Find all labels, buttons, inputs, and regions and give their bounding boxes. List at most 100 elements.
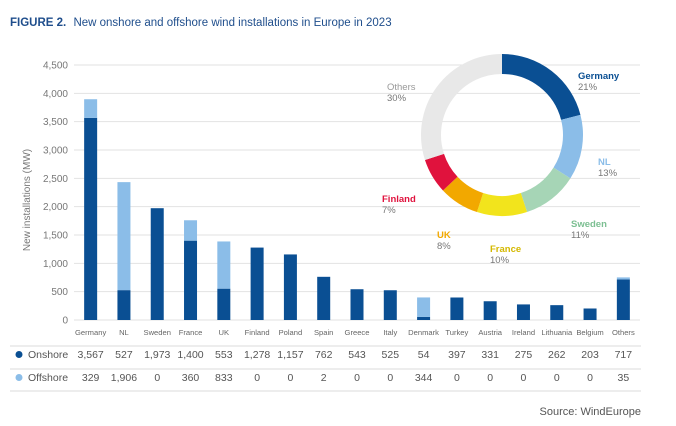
table-cell: 54 bbox=[418, 349, 430, 361]
x-axis-categories: Germany NL Sweden France UK Finland Poland Spai… bbox=[75, 328, 635, 337]
table-cell: 0 bbox=[387, 372, 393, 384]
table-cell: 35 bbox=[618, 372, 630, 384]
y-tick-label: 3,500 bbox=[43, 117, 68, 128]
table-cell: 1,906 bbox=[111, 372, 137, 384]
bar-onshore-spain bbox=[317, 276, 331, 320]
table-cell: 331 bbox=[481, 349, 499, 361]
donut-value-sweden: 11% bbox=[571, 230, 590, 241]
x-tick-label: Turkey bbox=[445, 328, 468, 337]
bar-onshore-others bbox=[616, 279, 630, 320]
donut-value-finland: 7% bbox=[382, 205, 396, 216]
table-cell: 0 bbox=[554, 372, 560, 384]
y-tick-label: 4,000 bbox=[43, 89, 68, 100]
x-tick-label: Austria bbox=[478, 328, 502, 337]
table-cell: 0 bbox=[154, 372, 160, 384]
figure-label: FIGURE 2. bbox=[10, 17, 67, 29]
y-tick-label: 2,000 bbox=[43, 202, 68, 213]
y-tick-label: 3,000 bbox=[43, 146, 68, 157]
table-cell: 0 bbox=[487, 372, 493, 384]
table-cell: 717 bbox=[615, 349, 633, 361]
table-cell: 1,278 bbox=[244, 349, 270, 361]
donut-label-sweden: Sweden bbox=[571, 219, 607, 230]
table-cell: 203 bbox=[581, 349, 599, 361]
table-cell: 360 bbox=[182, 372, 200, 384]
bar-onshore-poland bbox=[283, 254, 297, 320]
table-cell: 0 bbox=[354, 372, 360, 384]
x-tick-label: Ireland bbox=[512, 328, 535, 337]
donut-value-others: 30% bbox=[387, 93, 407, 104]
table-cell: 1,157 bbox=[277, 349, 303, 361]
bar-offshore-germany bbox=[84, 99, 98, 118]
bar-onshore-turkey bbox=[450, 297, 464, 320]
table-cell: 397 bbox=[448, 349, 466, 361]
y-tick-label: 4,500 bbox=[43, 61, 68, 72]
x-tick-label: Greece bbox=[345, 328, 370, 337]
x-tick-label: Spain bbox=[314, 328, 333, 337]
donut-label-finland: Finland bbox=[382, 194, 416, 205]
table-cell: 3,567 bbox=[78, 349, 104, 361]
y-axis: 0 500 1,000 1,500 2,000 2,500 3,000 3,500 4,000 4… bbox=[43, 61, 68, 327]
donut-slice-nl bbox=[553, 114, 583, 179]
x-tick-label: UK bbox=[219, 328, 230, 337]
source-note: Source: WindEurope bbox=[540, 406, 642, 418]
bar-onshore-denmark bbox=[417, 316, 431, 320]
donut-value-france: 10% bbox=[490, 255, 510, 266]
table-cell: 0 bbox=[587, 372, 593, 384]
legend-label-onshore: Onshore bbox=[28, 349, 68, 361]
table-cell: 527 bbox=[115, 349, 133, 361]
table-cell: 543 bbox=[348, 349, 366, 361]
bar-offshore-uk bbox=[217, 241, 231, 289]
bar-series bbox=[84, 99, 630, 321]
donut-slice-germany bbox=[501, 54, 581, 121]
bar-offshore-nl bbox=[117, 182, 131, 291]
table-cell: 275 bbox=[515, 349, 533, 361]
figure-title-text: New onshore and offshore wind installati… bbox=[73, 17, 392, 29]
donut-slice-others bbox=[421, 54, 503, 161]
table-cell: 329 bbox=[82, 372, 100, 384]
x-tick-label: Germany bbox=[75, 328, 106, 337]
bar-offshore-denmark bbox=[417, 297, 431, 317]
donut-value-nl: 13% bbox=[598, 168, 618, 179]
table-cell: 262 bbox=[548, 349, 566, 361]
bar-onshore-austria bbox=[483, 301, 497, 320]
table-cell: 0 bbox=[287, 372, 293, 384]
bar-onshore-nl bbox=[117, 290, 131, 320]
bar-offshore-others bbox=[616, 277, 630, 280]
table-cell: 1,400 bbox=[177, 349, 203, 361]
bar-onshore-belgium bbox=[583, 308, 597, 320]
x-tick-label: Denmark bbox=[408, 328, 439, 337]
donut-slice-france bbox=[476, 192, 528, 216]
bar-onshore-france bbox=[184, 240, 198, 320]
table-cell: 1,973 bbox=[144, 349, 170, 361]
bar-onshore-lithuania bbox=[550, 305, 564, 320]
x-tick-label: Finland bbox=[245, 328, 270, 337]
donut-label-germany: Germany bbox=[578, 71, 620, 82]
bar-onshore-germany bbox=[84, 117, 98, 321]
x-tick-label: Italy bbox=[383, 328, 397, 337]
x-tick-label: NL bbox=[119, 328, 129, 337]
bar-onshore-italy bbox=[383, 290, 397, 320]
table-cell: 0 bbox=[254, 372, 260, 384]
x-tick-label: Sweden bbox=[144, 328, 171, 337]
bar-onshore-sweden bbox=[150, 208, 164, 320]
y-tick-label: 1,000 bbox=[43, 259, 68, 270]
y-tick-label: 0 bbox=[62, 316, 68, 327]
legend-label-offshore: Offshore bbox=[28, 372, 68, 384]
legend-marker-offshore bbox=[15, 374, 23, 381]
figure-title: FIGURE 2. New onshore and offshore wind … bbox=[10, 17, 392, 29]
donut-slice-sweden bbox=[520, 167, 571, 213]
bar-onshore-ireland bbox=[516, 304, 530, 320]
y-tick-label: 1,500 bbox=[43, 231, 68, 242]
donut-value-germany: 21% bbox=[578, 82, 598, 93]
data-table: Onshore 3,567 527 1,973 1,400 553 1,278 1,157 76… bbox=[10, 345, 641, 392]
donut-label-uk: UK bbox=[437, 230, 451, 241]
table-cell: 0 bbox=[521, 372, 527, 384]
y-axis-label: New installations (MW) bbox=[22, 149, 33, 251]
donut-label-others: Others bbox=[387, 82, 416, 93]
bar-onshore-uk bbox=[217, 288, 231, 320]
x-tick-label: Belgium bbox=[576, 328, 603, 337]
donut-label-france: France bbox=[490, 244, 521, 255]
table-cell: 2 bbox=[321, 372, 327, 384]
